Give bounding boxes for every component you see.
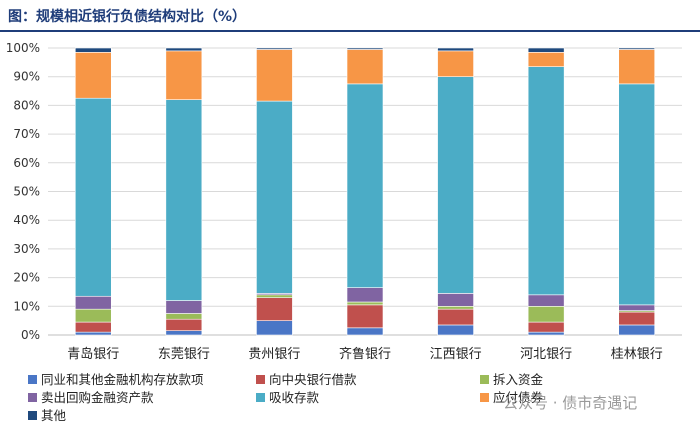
y-axis-ticks: 0% 10% 20% 30% 40% 50% 60% 70% 80% 90% 100% bbox=[6, 41, 40, 342]
bar-segment bbox=[618, 83, 656, 306]
y-tick-label: 100% bbox=[6, 41, 40, 55]
bar-segment bbox=[437, 305, 474, 310]
legend-swatch bbox=[28, 375, 37, 384]
title-underline bbox=[0, 30, 700, 32]
bar-segment bbox=[74, 321, 112, 333]
legend-swatch bbox=[256, 375, 265, 384]
bar-segment bbox=[74, 295, 112, 310]
x-category-label: 江西银行 bbox=[430, 347, 482, 362]
legend-swatch bbox=[256, 393, 265, 402]
bar-segment bbox=[256, 320, 293, 336]
bars bbox=[74, 47, 656, 336]
legend-swatch bbox=[480, 375, 489, 384]
bar-segment bbox=[618, 47, 656, 50]
bar-segment bbox=[256, 297, 293, 321]
bar-segment bbox=[346, 301, 384, 306]
bar-segment bbox=[256, 49, 293, 102]
bar-segment bbox=[527, 305, 565, 323]
x-category-label: 桂林银行 bbox=[611, 347, 663, 362]
bar-segment bbox=[165, 300, 203, 314]
bar-segment bbox=[165, 318, 203, 331]
legend-label: 吸收存款 bbox=[269, 390, 320, 405]
bar-segment bbox=[165, 50, 203, 100]
bar-segment bbox=[527, 321, 565, 333]
y-tick-label: 30% bbox=[13, 242, 40, 256]
bar-segment bbox=[618, 311, 656, 326]
legend-label: 同业和其他金融机构存放款项 bbox=[41, 372, 204, 387]
y-tick-label: 20% bbox=[13, 271, 40, 285]
bar-segment bbox=[74, 308, 112, 323]
x-category-label: 东莞银行 bbox=[158, 347, 210, 362]
bar-segment bbox=[74, 52, 112, 99]
bar-segment bbox=[346, 49, 384, 85]
x-category-label: 齐鲁银行 bbox=[339, 346, 391, 362]
bar-segment bbox=[165, 99, 203, 301]
bar-segment bbox=[527, 66, 565, 296]
bar-segment bbox=[437, 308, 474, 326]
legend-swatch bbox=[480, 393, 489, 402]
y-tick-label: 0% bbox=[21, 328, 40, 342]
bar-segment bbox=[165, 313, 203, 320]
y-tick-label: 40% bbox=[13, 213, 40, 227]
legend-label: 应付债券 bbox=[493, 390, 544, 405]
bar-segment bbox=[256, 100, 293, 294]
bar-segment bbox=[618, 304, 656, 311]
bar-segment bbox=[346, 287, 384, 303]
y-tick-label: 90% bbox=[13, 70, 40, 84]
page-title: 图：规模相近银行负债结构对比（%） bbox=[8, 9, 247, 25]
legend-label: 卖出回购金融资产款 bbox=[41, 390, 154, 405]
bar-segment bbox=[527, 47, 565, 53]
bar-segment bbox=[74, 97, 112, 297]
bar-segment bbox=[256, 294, 293, 298]
y-tick-label: 50% bbox=[13, 185, 40, 199]
bar-segment bbox=[618, 324, 656, 336]
legend-label: 向中央银行借款 bbox=[269, 372, 357, 387]
bar-segment bbox=[346, 327, 384, 336]
legend-swatch bbox=[28, 411, 37, 420]
bar-segment bbox=[74, 331, 112, 336]
y-tick-label: 70% bbox=[13, 127, 40, 141]
bar-segment bbox=[437, 76, 474, 294]
bar-segment bbox=[437, 47, 474, 52]
bar-segment bbox=[74, 47, 112, 53]
bar-segment bbox=[527, 331, 565, 336]
bar-segment bbox=[346, 47, 384, 50]
bar-segment bbox=[165, 47, 203, 52]
watermark-text: 公众号 · 债市奇遇记 bbox=[503, 394, 637, 412]
bar-segment bbox=[618, 49, 656, 85]
x-category-label: 青岛银行 bbox=[67, 346, 119, 362]
y-tick-label: 10% bbox=[13, 299, 40, 313]
legend-label: 其他 bbox=[41, 408, 67, 423]
bar-segment bbox=[437, 50, 474, 77]
x-axis-labels: 青岛银行 东莞银行 贵州银行 齐鲁银行 江西银行 河北银行 桂林银行 bbox=[67, 346, 662, 362]
bar-segment bbox=[527, 52, 565, 67]
bar-segment bbox=[527, 294, 565, 307]
legend-swatch bbox=[28, 393, 37, 402]
bar-segment bbox=[346, 83, 384, 288]
y-tick-label: 80% bbox=[13, 98, 40, 112]
bar-segment bbox=[437, 324, 474, 336]
bar-segment bbox=[437, 293, 474, 307]
bar-segment bbox=[256, 47, 293, 50]
bar-segment bbox=[165, 330, 203, 336]
legend-label: 拆入资金 bbox=[493, 372, 544, 387]
bar-segment bbox=[346, 304, 384, 329]
x-category-label: 贵州银行 bbox=[248, 347, 300, 362]
y-tick-label: 60% bbox=[13, 156, 40, 170]
x-category-label: 河北银行 bbox=[520, 347, 572, 362]
